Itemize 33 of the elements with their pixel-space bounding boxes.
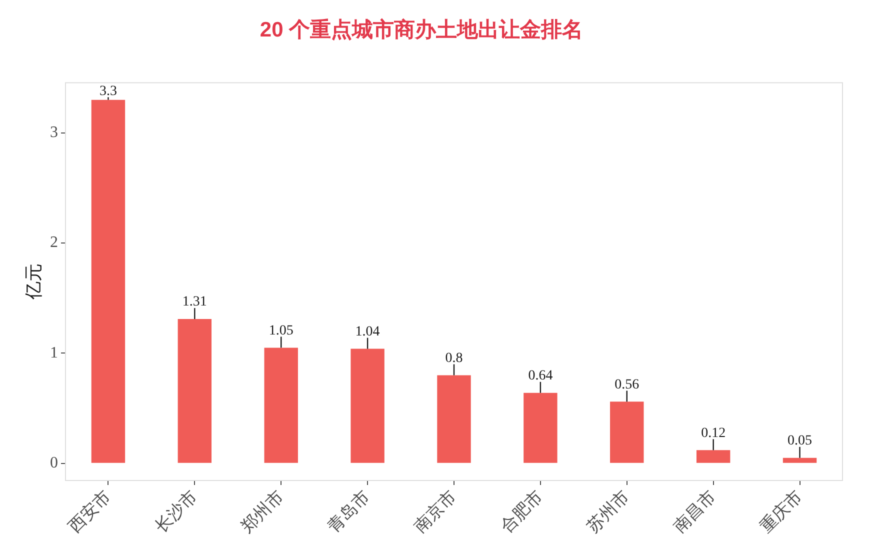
data-label: 1.04 (355, 324, 380, 340)
bar (610, 402, 644, 463)
x-tick-label: 长沙市 (151, 486, 201, 536)
bar (350, 348, 384, 463)
y-tick-label: 0 (50, 454, 58, 472)
x-tick-label: 青岛市 (324, 486, 374, 536)
x-tick-label: 重庆市 (756, 486, 806, 536)
data-label: 0.12 (701, 426, 726, 441)
x-tick-label: 郑州市 (238, 486, 288, 536)
y-tick-label: 3 (50, 124, 58, 142)
x-tick-label: 合肥市 (496, 486, 546, 536)
x-tick-label: 苏州市 (583, 486, 633, 536)
data-label: 0.64 (528, 368, 553, 384)
data-label: 0.56 (614, 377, 640, 392)
data-label: 0.8 (445, 350, 463, 366)
bar (782, 458, 817, 463)
bar (437, 375, 471, 463)
chart-title: 20 个重点城市商办土地出让金排名 (260, 17, 584, 42)
bar (91, 100, 126, 463)
data-label: 0.05 (788, 434, 812, 449)
y-tick-label: 2 (50, 234, 58, 252)
bar (178, 319, 212, 463)
x-tick-label: 南昌市 (670, 486, 720, 536)
x-tick-label: 南京市 (410, 486, 460, 536)
y-tick-label: 1 (50, 344, 58, 362)
data-label: 1.31 (182, 294, 207, 310)
bar (264, 348, 298, 463)
y-axis-title: 亿元 (24, 264, 44, 301)
data-label: 3.3 (99, 84, 117, 99)
x-tick-label: 西安市 (64, 486, 114, 536)
bar (524, 392, 558, 463)
data-label: 1.05 (268, 323, 294, 338)
bar (696, 450, 730, 463)
